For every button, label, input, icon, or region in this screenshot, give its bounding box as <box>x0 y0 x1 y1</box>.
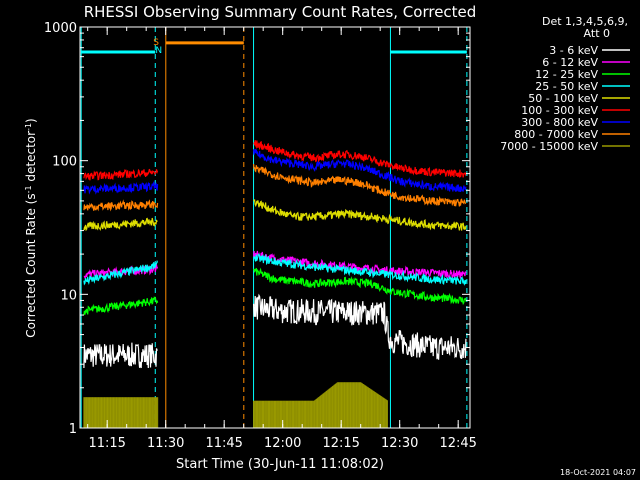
footer-timestamp: 18-Oct-2021 04:07 <box>560 468 636 477</box>
legend-label-6-12-kev: 6 - 12 keV <box>542 56 598 69</box>
plot-area: SN <box>80 27 468 428</box>
x-tick-label: 12:00 <box>264 436 301 451</box>
y-tick-label: 1000 <box>44 21 77 36</box>
y-axis-label-sup1: -1 <box>24 185 33 193</box>
y-tick-label: 1 <box>69 422 77 437</box>
x-tick-label: 11:15 <box>88 436 125 451</box>
trace-3-6-kev-1 <box>83 342 158 369</box>
legend-label-25-50-kev: 25 - 50 keV <box>535 80 598 93</box>
legend-label-100-300-kev: 100 - 300 keV <box>521 104 598 117</box>
x-tick-label: 12:15 <box>322 436 359 451</box>
trace-3-6-kev-2 <box>253 293 467 360</box>
x-tick-label: 11:45 <box>205 436 242 451</box>
series-50-100-kev <box>83 198 467 232</box>
y-tick-label: 100 <box>52 155 77 170</box>
trace-300-800-kev-1 <box>83 180 159 195</box>
series-12-25-kev <box>83 267 467 316</box>
y-axis-label-end: ) <box>24 118 38 123</box>
legend-header-line-2: Att 0 <box>584 27 610 40</box>
y-axis-label-main: Corrected Count Rate (s <box>24 193 38 337</box>
series-7000-15000-kev <box>83 382 388 428</box>
x-tick-label: 11:30 <box>147 436 184 451</box>
trace-100-300-kev-1 <box>83 168 159 181</box>
chart-title: RHESSI Observing Summary Count Rates, Co… <box>84 3 477 21</box>
trace-800-7000-kev-1 <box>83 199 159 212</box>
x-axis-label: Start Time (30-Jun-11 11:08:02) <box>176 457 384 472</box>
axes: 1 10 100 1000 11:15 11:30 11:45 12:00 12:15 12:30… <box>44 21 477 451</box>
trace-12-25-kev-1 <box>83 296 159 316</box>
trace-25-50-kev-2 <box>253 253 467 286</box>
y-tick-label: 10 <box>60 288 77 303</box>
flag-s: S <box>153 38 159 48</box>
legend-label-50-100-kev: 50 - 100 keV <box>528 92 598 105</box>
x-tick-label: 12:45 <box>439 436 476 451</box>
y-axis-label: Corrected Count Rate (s-1 detector-1) <box>24 118 39 337</box>
trace-25-50-kev-1 <box>83 259 159 286</box>
legend-label-3-6-kev: 3 - 6 keV <box>549 44 598 57</box>
legend-label-7000-15000-kev: 7000 - 15000 keV <box>500 140 598 153</box>
series-6-12-kev <box>83 250 467 280</box>
legend-label-300-800-kev: 300 - 800 keV <box>521 116 598 129</box>
trace-6-12-kev-1 <box>83 263 159 280</box>
series-100-300-kev <box>83 140 467 181</box>
legend-label-12-25-kev: 12 - 25 keV <box>535 68 598 81</box>
trace-800-7000-kev-2 <box>253 164 467 207</box>
trace-100-300-kev-2 <box>253 140 467 179</box>
y-axis-label-sup2: -1 <box>24 123 33 131</box>
legend-label-800-7000-kev: 800 - 7000 keV <box>514 128 598 141</box>
x-tick-label: 12:30 <box>381 436 418 451</box>
y-axis-label-mid: detector <box>24 131 38 186</box>
series-3-6-kev <box>83 293 467 369</box>
plot-frame <box>79 26 471 429</box>
legend-header-line-1: Det 1,3,4,5,6,9, <box>542 15 628 28</box>
trace-50-100-kev-1 <box>83 217 158 232</box>
series-300-800-kev <box>83 148 467 195</box>
series-800-7000-kev <box>83 164 467 212</box>
series-25-50-kev <box>83 253 467 286</box>
trace-300-800-kev-2 <box>253 148 467 192</box>
trace-6-12-kev-2 <box>253 250 467 280</box>
trace-50-100-kev-2 <box>253 198 467 231</box>
flag-n: N <box>155 46 162 56</box>
trace-12-25-kev-2 <box>253 267 467 306</box>
